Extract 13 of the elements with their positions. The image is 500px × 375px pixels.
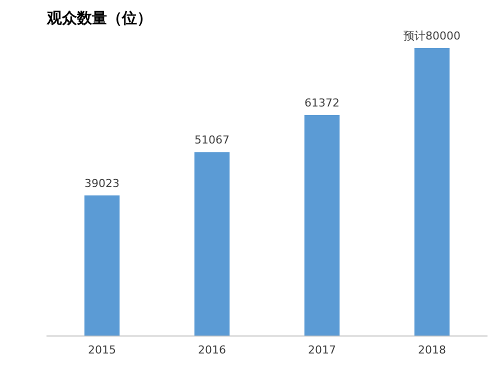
data-label: 39023: [84, 176, 120, 190]
x-tick-label: 2016: [198, 343, 226, 356]
bar: [414, 48, 450, 336]
bar: [84, 195, 120, 336]
data-label: 61372: [304, 96, 340, 110]
x-tick-label: 2018: [418, 343, 446, 356]
x-tick-label: 2017: [308, 343, 336, 356]
bar: [304, 115, 340, 336]
data-label: 51067: [194, 133, 230, 146]
chart-title: 观众数量（位）: [46, 8, 152, 27]
bar: [194, 152, 230, 336]
x-tick-label: 2015: [88, 343, 116, 356]
data-label: 预计80000: [404, 29, 460, 42]
